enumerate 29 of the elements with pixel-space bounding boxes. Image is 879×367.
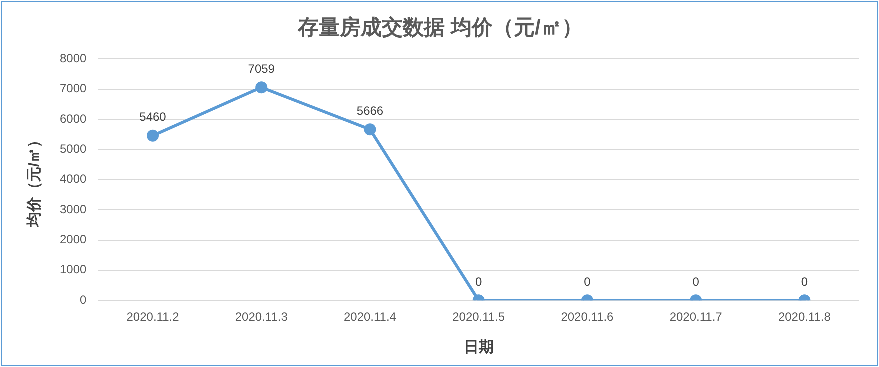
y-tick-label: 3000 — [60, 202, 88, 216]
y-tick-label: 7000 — [60, 82, 88, 96]
y-tick-label: 4000 — [60, 172, 88, 186]
data-label: 0 — [584, 274, 592, 289]
data-label: 0 — [801, 274, 808, 289]
x-tick-label: 2020.11.3 — [235, 310, 288, 324]
y-tick-label: 1000 — [60, 262, 88, 277]
x-tick-label: 2020.11.7 — [670, 310, 723, 324]
y-tick-label: 0 — [80, 292, 88, 307]
y-tick-label: 6000 — [60, 112, 88, 126]
data-label: 7059 — [248, 62, 276, 76]
chart-title: 存量房成交数据 均价（元/㎡） — [297, 15, 583, 40]
x-tick-label: 2020.11.4 — [344, 310, 397, 324]
data-label: 0 — [692, 274, 700, 289]
x-tick-label: 2020.11.2 — [126, 310, 180, 324]
data-label: 5460 — [140, 110, 167, 124]
point — [364, 124, 376, 136]
y-tick-label: 5000 — [60, 142, 88, 156]
x-tick-label: 2020.11.8 — [778, 310, 832, 324]
y-tick-label: 8000 — [60, 52, 88, 66]
data-label: 5666 — [356, 104, 384, 118]
x-tick-label: 2020.11.5 — [452, 310, 506, 324]
x-tick-label: 2020.11.6 — [561, 310, 614, 324]
y-tick-label: 2000 — [60, 232, 88, 247]
x-axis-title: 日期 — [464, 339, 494, 356]
point — [147, 130, 160, 142]
data-label: 0 — [476, 274, 483, 289]
y-axis-title: 均价（元/㎡） — [26, 132, 44, 228]
point — [256, 82, 268, 94]
